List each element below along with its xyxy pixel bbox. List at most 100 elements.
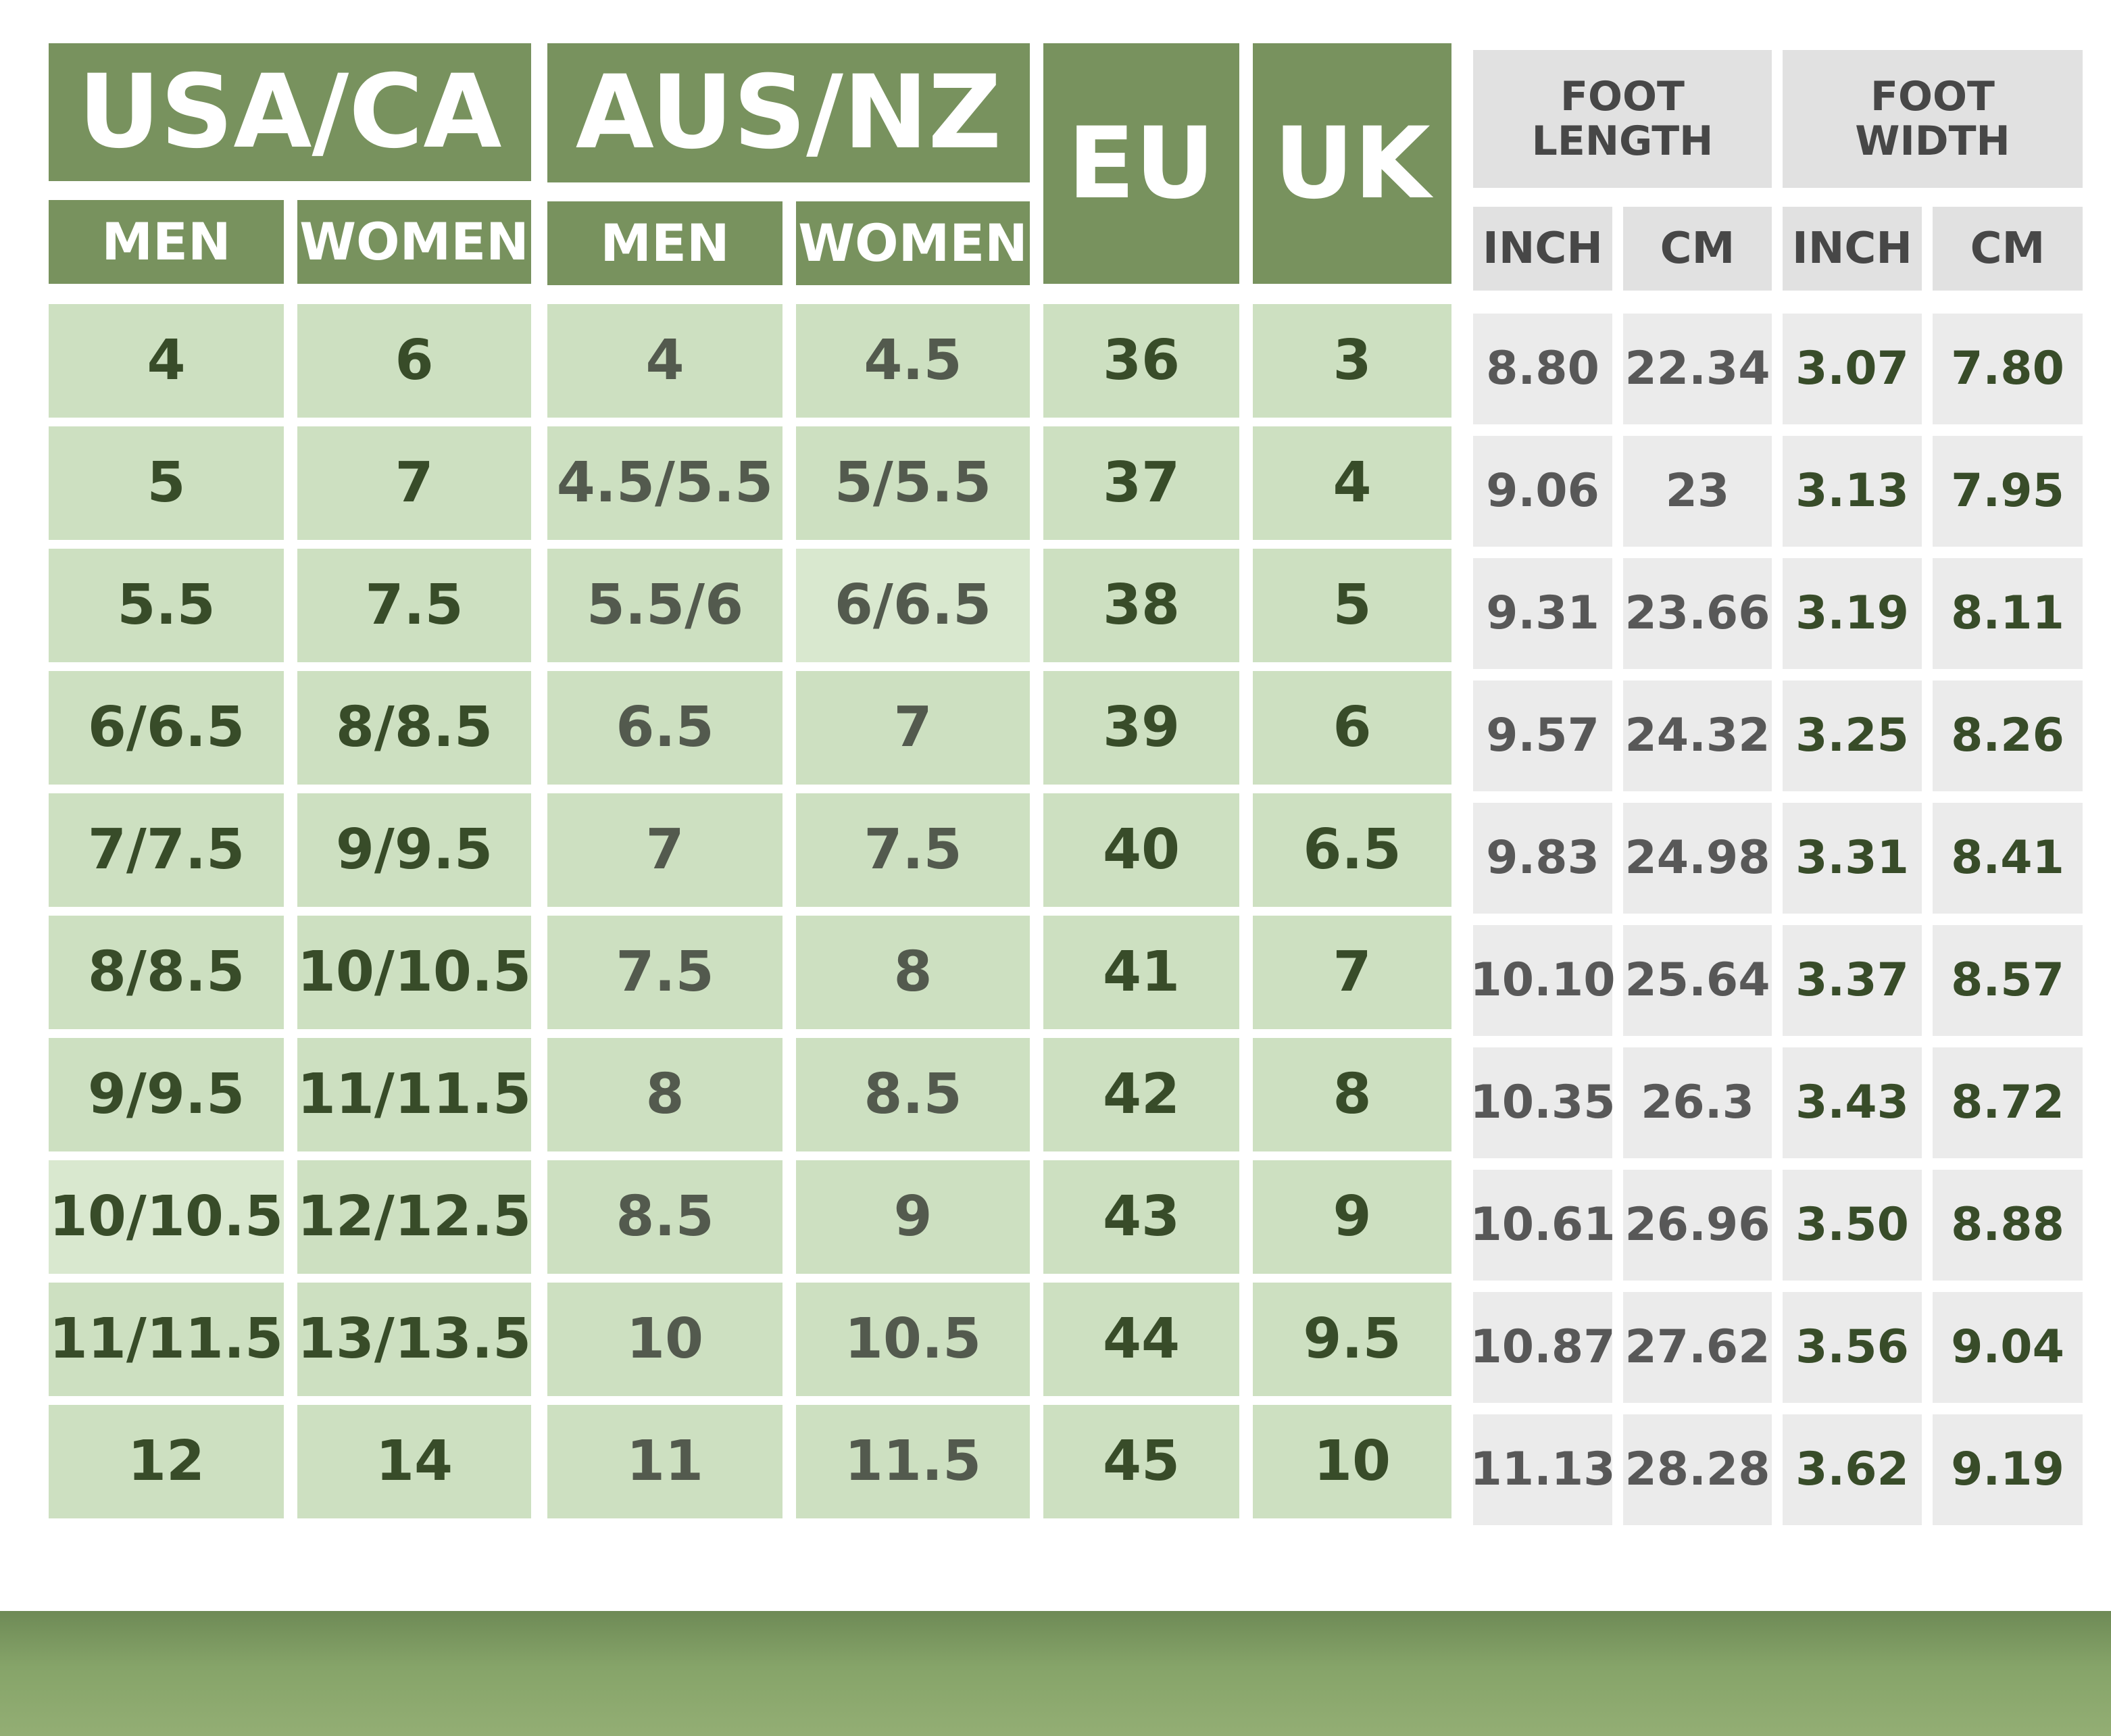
cell-width-cm: 9.19 — [1933, 1414, 2083, 1525]
cell-usa-men: 9/9.5 — [49, 1038, 284, 1151]
cell-length-inch: 10.61 — [1470, 1170, 1616, 1281]
cell-length-cm: 24.32 — [1623, 680, 1772, 791]
cell-eu: 39 — [1043, 671, 1239, 785]
cell-width-inch: 3.50 — [1783, 1170, 1922, 1281]
cell-aus-women: 10.5 — [796, 1283, 1030, 1396]
cell-aus-men: 11 — [547, 1405, 783, 1518]
cell-aus-men: 7 — [547, 793, 783, 907]
cell-length-inch: 9.57 — [1473, 680, 1612, 791]
cell-usa-men: 5 — [49, 426, 284, 540]
cell-width-inch: 3.19 — [1783, 558, 1922, 669]
cell-aus-men: 4 — [547, 304, 783, 418]
cell-aus-women: 6/6.5 — [796, 549, 1030, 662]
cell-eu: 37 — [1043, 426, 1239, 540]
cell-uk: 4 — [1253, 426, 1451, 540]
cell-width-inch: 3.13 — [1783, 436, 1922, 547]
cell-aus-men: 8.5 — [547, 1160, 783, 1274]
cell-width-cm: 7.95 — [1933, 436, 2083, 547]
header-eu: EU — [1043, 43, 1239, 284]
cell-width-inch: 3.43 — [1783, 1047, 1922, 1158]
cell-length-cm: 26.3 — [1623, 1047, 1772, 1158]
subheader-usa-men: MEN — [49, 200, 284, 284]
cell-usa-women: 13/13.5 — [297, 1283, 531, 1396]
cell-eu: 38 — [1043, 549, 1239, 662]
cell-aus-women: 8 — [796, 916, 1030, 1029]
cell-uk: 6.5 — [1253, 793, 1451, 907]
cell-width-inch: 3.31 — [1783, 803, 1922, 914]
cell-length-inch: 10.87 — [1470, 1292, 1616, 1403]
cell-length-inch: 11.13 — [1470, 1414, 1616, 1525]
cell-width-inch: 3.62 — [1783, 1414, 1922, 1525]
cell-usa-men: 12 — [49, 1405, 284, 1518]
cell-length-cm: 23 — [1623, 436, 1772, 547]
cell-width-cm: 8.57 — [1933, 925, 2083, 1036]
header-aus-nz: AUS/NZ — [547, 43, 1030, 182]
header-foot-width: FOOT WIDTH — [1783, 50, 2083, 188]
cell-aus-women: 7 — [796, 671, 1030, 785]
header-uk: UK — [1253, 43, 1451, 284]
cell-usa-women: 7 — [297, 426, 531, 540]
cell-usa-women: 8/8.5 — [297, 671, 531, 785]
cell-eu: 44 — [1043, 1283, 1239, 1396]
cell-width-cm: 9.04 — [1933, 1292, 2083, 1403]
cell-width-inch: 3.07 — [1783, 314, 1922, 424]
cell-aus-women: 9 — [796, 1160, 1030, 1274]
cell-aus-men: 5.5/6 — [547, 549, 783, 662]
cell-width-cm: 8.72 — [1933, 1047, 2083, 1158]
cell-width-inch: 3.56 — [1783, 1292, 1922, 1403]
cell-aus-men: 6.5 — [547, 671, 783, 785]
cell-aus-men: 7.5 — [547, 916, 783, 1029]
cell-width-inch: 3.37 — [1783, 925, 1922, 1036]
cell-uk: 3 — [1253, 304, 1451, 418]
cell-length-cm: 27.62 — [1623, 1292, 1772, 1403]
cell-uk: 10 — [1253, 1405, 1451, 1518]
subheader-aus-women: WOMEN — [796, 201, 1030, 285]
cell-usa-women: 14 — [297, 1405, 531, 1518]
cell-usa-men: 11/11.5 — [49, 1283, 284, 1396]
cell-aus-women: 4.5 — [796, 304, 1030, 418]
cell-usa-men: 5.5 — [49, 549, 284, 662]
cell-usa-women: 7.5 — [297, 549, 531, 662]
cell-usa-women: 11/11.5 — [297, 1038, 531, 1151]
cell-length-inch: 9.83 — [1473, 803, 1612, 914]
cell-length-inch: 10.35 — [1470, 1047, 1616, 1158]
cell-width-cm: 8.11 — [1933, 558, 2083, 669]
cell-aus-women: 7.5 — [796, 793, 1030, 907]
cell-aus-women: 5/5.5 — [796, 426, 1030, 540]
cell-length-cm: 23.66 — [1623, 558, 1772, 669]
cell-length-inch: 10.10 — [1470, 925, 1616, 1036]
cell-aus-women: 11.5 — [796, 1405, 1030, 1518]
subheader-aus-men: MEN — [547, 201, 783, 285]
cell-length-cm: 25.64 — [1623, 925, 1772, 1036]
cell-usa-men: 8/8.5 — [49, 916, 284, 1029]
cell-uk: 5 — [1253, 549, 1451, 662]
cell-length-inch: 9.06 — [1473, 436, 1612, 547]
cell-length-cm: 28.28 — [1623, 1414, 1772, 1525]
cell-usa-men: 7/7.5 — [49, 793, 284, 907]
cell-usa-men: 10/10.5 — [49, 1160, 284, 1274]
cell-eu: 40 — [1043, 793, 1239, 907]
subheader-length-cm: CM — [1623, 207, 1772, 291]
footer-band — [0, 1611, 2111, 1736]
cell-width-cm: 8.41 — [1933, 803, 2083, 914]
cell-width-cm: 8.88 — [1933, 1170, 2083, 1281]
cell-uk: 7 — [1253, 916, 1451, 1029]
cell-aus-men: 8 — [547, 1038, 783, 1151]
cell-uk: 9 — [1253, 1160, 1451, 1274]
cell-eu: 45 — [1043, 1405, 1239, 1518]
cell-length-inch: 9.31 — [1473, 558, 1612, 669]
cell-length-cm: 22.34 — [1623, 314, 1772, 424]
cell-aus-women: 8.5 — [796, 1038, 1030, 1151]
subheader-length-inch: INCH — [1473, 207, 1612, 291]
subheader-usa-women: WOMEN — [297, 200, 531, 284]
header-usa-ca: USA/CA — [49, 43, 531, 181]
cell-usa-women: 10/10.5 — [297, 916, 531, 1029]
cell-usa-women: 12/12.5 — [297, 1160, 531, 1274]
cell-eu: 36 — [1043, 304, 1239, 418]
cell-eu: 42 — [1043, 1038, 1239, 1151]
cell-usa-women: 9/9.5 — [297, 793, 531, 907]
cell-width-cm: 7.80 — [1933, 314, 2083, 424]
cell-length-cm: 26.96 — [1623, 1170, 1772, 1281]
subheader-width-inch: INCH — [1783, 207, 1922, 291]
cell-eu: 43 — [1043, 1160, 1239, 1274]
